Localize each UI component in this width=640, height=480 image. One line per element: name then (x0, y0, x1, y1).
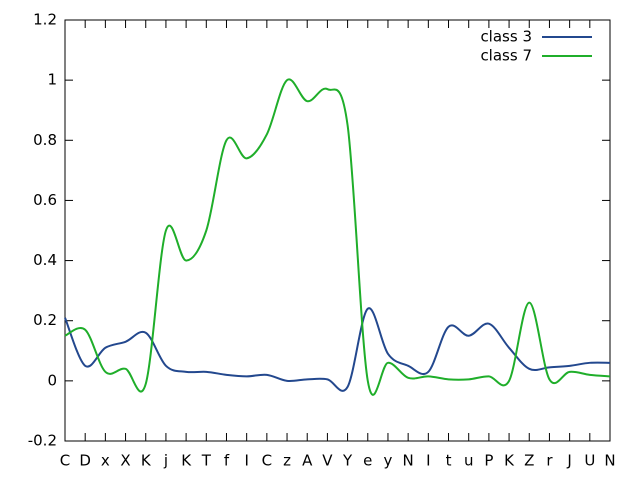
x-tick-label: Y (342, 452, 353, 470)
legend-label: class 7 (480, 47, 532, 65)
x-tick-label: r (546, 452, 553, 470)
x-tick-label: Z (524, 452, 534, 470)
x-tick-label: I (244, 452, 248, 470)
x-tick-label: J (566, 452, 571, 470)
plot-frame (64, 19, 611, 442)
x-tick-label: P (484, 452, 493, 470)
y-tick-label: -0.2 (28, 432, 57, 450)
x-tick-label: x (101, 452, 110, 470)
x-tick-label: e (363, 452, 372, 470)
x-tick-label: V (322, 452, 333, 470)
x-tick-label: N (604, 452, 615, 470)
x-tick-label: f (224, 452, 230, 470)
x-tick-label: D (79, 452, 91, 470)
x-tick-label: I (426, 452, 430, 470)
x-tick-label: j (163, 452, 168, 470)
x-tick-label: X (120, 452, 130, 470)
x-tick-label: u (464, 452, 474, 470)
x-tick-label: K (504, 452, 515, 470)
x-tick-label: A (302, 452, 313, 470)
x-tick-label: C (60, 452, 70, 470)
y-tick-label: 0 (47, 371, 57, 389)
line-series (64, 307, 611, 392)
y-tick-label: 0.6 (33, 191, 57, 209)
legend-label: class 3 (480, 28, 532, 46)
line-series (64, 78, 611, 396)
y-tick-label: 0.2 (33, 311, 57, 329)
y-tick-label: 1.2 (33, 11, 57, 29)
x-tick-label: U (584, 452, 595, 470)
x-tick-label: T (201, 452, 212, 470)
y-tick-label: 0.8 (33, 131, 57, 149)
x-tick-label: K (141, 452, 152, 470)
y-tick-label: 0.4 (33, 251, 57, 269)
x-tick-label: y (384, 452, 393, 470)
y-tick-label: 1 (47, 71, 57, 89)
x-tick-label: N (403, 452, 414, 470)
x-tick-label: K (181, 452, 192, 470)
x-tick-label: z (283, 452, 291, 470)
x-tick-label: C (262, 452, 272, 470)
x-tick-label: t (446, 452, 452, 470)
